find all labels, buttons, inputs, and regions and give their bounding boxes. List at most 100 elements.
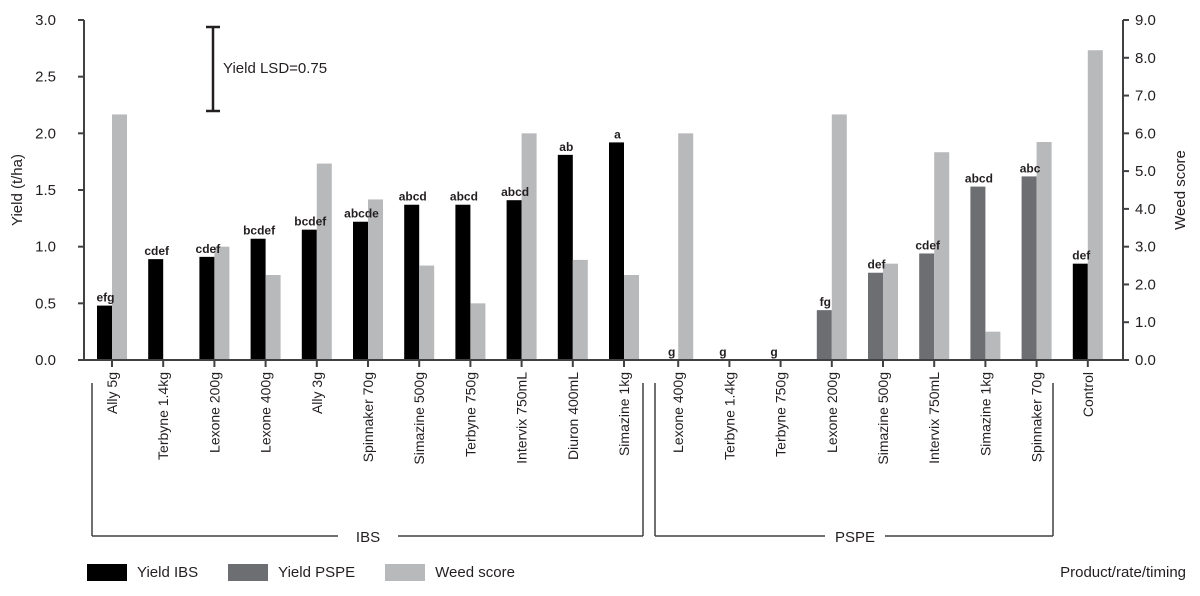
significance-letter: a: [614, 127, 621, 141]
weed-score-bar: [112, 114, 127, 360]
weed-score-bar: [316, 163, 332, 360]
category-label: Intervix 750mL: [926, 372, 942, 464]
weed-score-bar: [678, 133, 694, 360]
weed-score-bar: [883, 263, 898, 360]
yield-bar: [301, 229, 317, 360]
yield-bar: [148, 259, 164, 360]
group-label: PSPE: [835, 529, 875, 546]
significance-letter: abcd: [501, 185, 529, 199]
significance-letter: g: [770, 345, 777, 359]
weed-score-bar: [419, 265, 435, 360]
significance-letter: def: [1072, 249, 1091, 263]
significance-letter: def: [868, 258, 887, 272]
significance-letter: bcdef: [243, 224, 276, 238]
axes-layer: [78, 19, 1129, 537]
y-axis-title-right: Weed score: [1172, 150, 1189, 230]
yield-bar: [557, 154, 573, 360]
category-label: Spinnaker 70g: [1029, 372, 1045, 462]
y-tick-label-left: 1.5: [35, 182, 56, 199]
significance-letter: abcd: [965, 172, 993, 186]
category-label: Simazine 1kg: [616, 372, 632, 456]
significance-letter: abcd: [399, 190, 427, 204]
y-tick-label-right: 1.0: [1135, 314, 1156, 331]
legend-item-yield-ibs: Yield IBS: [87, 564, 198, 581]
legend-label: Weed score: [435, 564, 515, 581]
category-label: Lexone 200g: [206, 372, 222, 453]
weed-score-bar: [934, 152, 950, 360]
category-label: Lexone 400g: [258, 372, 274, 453]
category-label: Lexone 200g: [824, 372, 840, 453]
significance-letter: abcde: [344, 207, 379, 221]
significance-letter: ab: [559, 140, 573, 154]
weed-score-bar: [1087, 50, 1103, 360]
significance-letter: cdef: [144, 244, 170, 258]
significance-letter: g: [719, 345, 726, 359]
weed-score-bar: [624, 275, 639, 360]
y-axis-title-left: Yield (t/ha): [9, 154, 26, 226]
significance-letter: abc: [1020, 161, 1041, 175]
legend-label: Yield PSPE: [278, 564, 356, 581]
y-tick-label-left: 1.0: [35, 239, 56, 256]
weed-score-bar: [214, 246, 230, 360]
y-tick-label-right: 3.0: [1135, 239, 1156, 256]
weed-score-bar: [572, 259, 588, 360]
significance-letter: cdef: [196, 242, 222, 256]
y-tick-label-right: 6.0: [1135, 125, 1156, 142]
yield-bar: [609, 142, 624, 360]
weed-score-bar: [1036, 142, 1052, 360]
y-tick-label-left: 2.0: [35, 125, 56, 142]
category-label: Control: [1080, 372, 1096, 417]
yield-bar: [353, 221, 368, 360]
significance-letter: bcdef: [294, 215, 327, 229]
labels-layer: efg Ally 5g cdef Terbyne 1.4kg cdef Lexone 20…: [9, 12, 1189, 546]
weed-score-bar: [265, 275, 281, 360]
weed-score-bar: [831, 114, 847, 360]
legend-label: Yield IBS: [137, 564, 199, 581]
group-label: IBS: [356, 529, 380, 546]
y-tick-label-left: 3.0: [35, 12, 56, 29]
category-label: Ally 5g: [104, 372, 120, 414]
category-label: Lexone 400g: [670, 372, 686, 453]
category-label: Simazine 500g: [875, 372, 891, 465]
yield-bar: [404, 204, 420, 360]
significance-letter: fg: [820, 295, 831, 309]
significance-letter: g: [668, 345, 675, 359]
yield-bar: [455, 204, 471, 360]
category-label: Diuron 400mL: [565, 372, 581, 460]
yield-bar: [1072, 263, 1088, 360]
yield-bar: [868, 272, 883, 360]
y-tick-label-right: 0.0: [1135, 352, 1156, 369]
yield-bar: [1021, 176, 1037, 360]
weed-score-bar: [521, 133, 537, 360]
y-tick-label-left: 0.0: [35, 352, 56, 369]
yield-bar: [97, 305, 112, 360]
yield-bar: [250, 238, 266, 360]
y-tick-label-left: 0.5: [35, 295, 56, 312]
legend-item-yield-pspe: Yield PSPE: [228, 564, 355, 581]
legend-item-weed-score: Weed score: [385, 564, 515, 581]
y-tick-label-left: 2.5: [35, 69, 56, 86]
category-label: Terbyne 750g: [462, 372, 478, 457]
category-label: Terbyne 1.4kg: [721, 372, 737, 460]
yield-bar: [970, 186, 986, 360]
category-label: Intervix 750mL: [514, 372, 530, 464]
legend-swatch-yield-pspe: [228, 564, 269, 581]
weed-score-bar: [985, 331, 1001, 360]
yield-bar: [816, 310, 832, 360]
category-label: Simazine 1kg: [977, 372, 993, 456]
y-tick-label-right: 4.0: [1135, 201, 1156, 218]
yield-bar: [919, 253, 935, 360]
y-tick-label-right: 7.0: [1135, 88, 1156, 105]
x-axis-title: Product/rate/timing: [1060, 564, 1186, 581]
legend-swatch-weed-score: [385, 564, 426, 581]
significance-letter: abcd: [450, 190, 478, 204]
weed-score-bar: [470, 303, 486, 360]
significance-letter: cdef: [915, 238, 941, 252]
significance-letter: efg: [97, 291, 115, 305]
weed-score-bar: [368, 199, 383, 360]
y-tick-label-right: 8.0: [1135, 50, 1156, 67]
category-label: Terbyne 1.4kg: [155, 372, 171, 460]
y-tick-label-right: 2.0: [1135, 276, 1156, 293]
bars-layer: [97, 50, 1103, 360]
